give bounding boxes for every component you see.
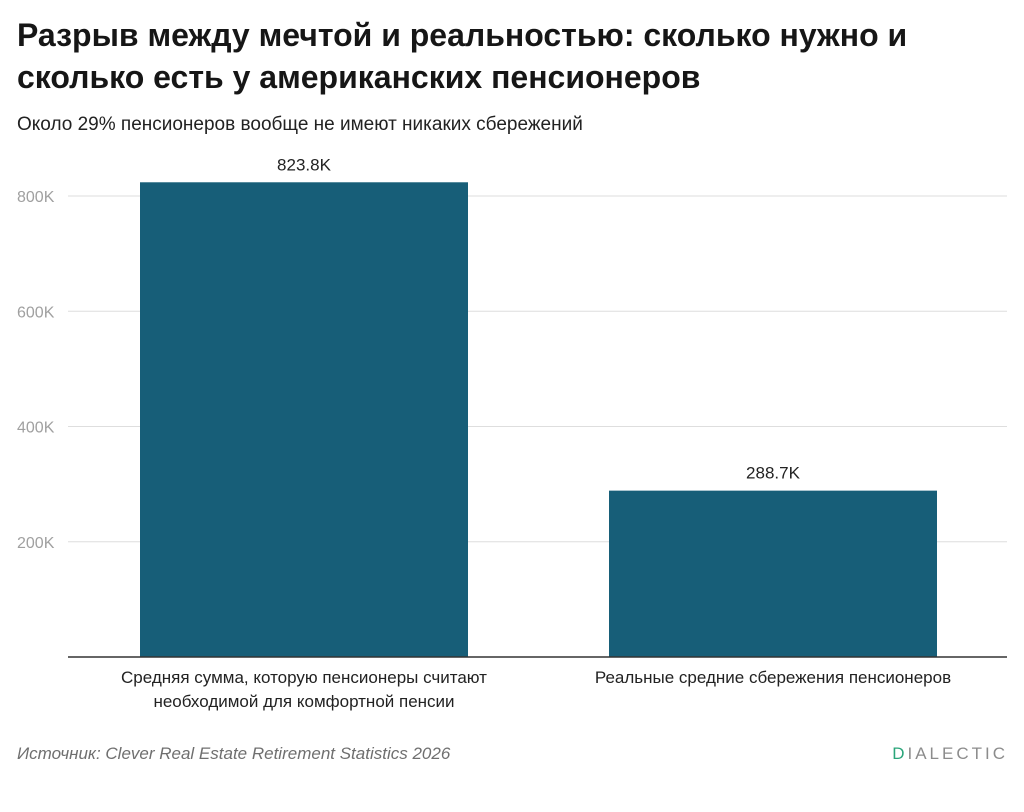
data-label: 823.8K: [277, 155, 332, 174]
y-tick-label: 400K: [17, 420, 55, 437]
x-tick-label: необходимой для комфортной пенсии: [153, 692, 454, 711]
x-tick-label: Средняя сумма, которую пенсионеры считаю…: [121, 668, 487, 687]
chart-subtitle: Около 29% пенсионеров вообще не имеют ни…: [17, 114, 583, 135]
dialectic-logo: DIALECTIC: [892, 744, 1008, 764]
bar: [140, 182, 468, 657]
data-label: 288.7K: [746, 464, 801, 483]
y-tick-label: 200K: [17, 535, 55, 552]
chart-title: Разрыв между мечтой и реальностью: сколь…: [17, 17, 908, 95]
logo-accent-letter: D: [892, 744, 908, 763]
source-note: Источник: Clever Real Estate Retirement …: [17, 744, 451, 763]
bar: [609, 490, 937, 657]
y-tick-label: 600K: [17, 304, 55, 321]
y-tick-label: 800K: [17, 189, 55, 206]
x-tick-label: Реальные средние сбережения пенсионеров: [595, 668, 951, 687]
logo-rest: IALECTIC: [907, 744, 1008, 763]
